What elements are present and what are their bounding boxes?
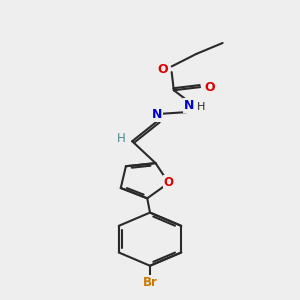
Text: N: N	[152, 107, 162, 121]
Text: H: H	[197, 102, 206, 112]
Text: O: O	[204, 81, 215, 94]
Text: Br: Br	[142, 275, 158, 289]
Text: N: N	[184, 99, 195, 112]
Text: O: O	[157, 63, 168, 76]
Text: H: H	[117, 132, 126, 145]
Text: O: O	[164, 176, 174, 189]
